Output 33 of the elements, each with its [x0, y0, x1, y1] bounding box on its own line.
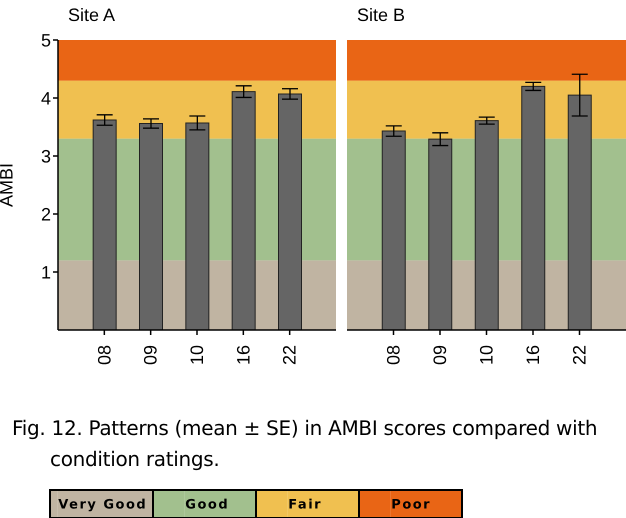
- legend-label: Good: [185, 498, 230, 512]
- bar: [382, 130, 406, 330]
- legend-label: Very Good: [58, 498, 148, 512]
- bar: [92, 120, 117, 330]
- x-tick-label: 08: [384, 345, 404, 366]
- bar: [568, 94, 592, 330]
- chart-title: Site A: [67, 4, 116, 27]
- caption: Fig. 12. Patterns (mean ± SE) in AMBI scores compared with condition ratings.: [12, 415, 598, 473]
- x-tick-label: 10: [476, 345, 496, 366]
- chart-title: Site B: [356, 4, 406, 27]
- bar: [428, 138, 452, 330]
- legend-label: Fair: [288, 498, 322, 512]
- legend-label: Poor: [391, 498, 432, 512]
- x-tick-label: 09: [140, 345, 161, 366]
- bar: [474, 120, 499, 330]
- bar: [185, 122, 210, 330]
- y-axis-title: AMBI: [0, 162, 16, 208]
- bar: [232, 91, 256, 330]
- y-tick-label: 3: [40, 146, 51, 166]
- y-tick-label: 4: [40, 88, 51, 108]
- y-tick-label: 5: [40, 30, 51, 50]
- bar: [278, 93, 302, 330]
- y-tick-label: 1: [40, 262, 51, 282]
- x-tick-label: 16: [523, 345, 543, 366]
- bar: [521, 86, 546, 330]
- x-tick-label: 09: [430, 345, 450, 366]
- x-tick-label: 16: [233, 345, 254, 366]
- x-tick-label: 22: [280, 345, 300, 366]
- x-tick-label: 22: [570, 345, 590, 366]
- x-tick-label: 10: [187, 345, 207, 366]
- x-tick-label: 08: [94, 345, 114, 366]
- y-tick-label: 2: [40, 204, 51, 224]
- bar: [139, 123, 163, 330]
